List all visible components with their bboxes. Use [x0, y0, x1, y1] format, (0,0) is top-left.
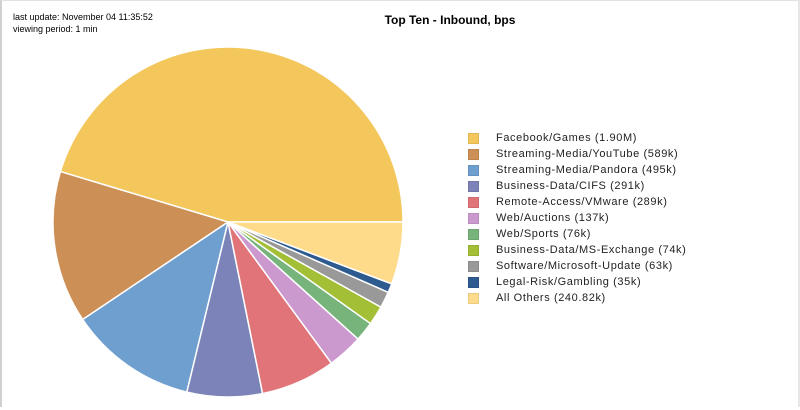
legend-item: Web/Sports (76k)	[468, 226, 686, 242]
legend-label: Software/Microsoft-Update (63k)	[496, 260, 673, 272]
chart-legend: Facebook/Games (1.90M) Streaming-Media/Yo…	[468, 130, 686, 306]
viewing-period-text: viewing period: 1 min	[13, 24, 98, 34]
legend-swatch	[468, 228, 479, 240]
legend-swatch	[468, 148, 479, 160]
legend-swatch	[468, 196, 479, 208]
legend-item: Legal-Risk/Gambling (35k)	[468, 274, 686, 290]
pie-slice-11[interactable]	[227, 221, 404, 285]
chart-title: Top Ten - Inbound, bps	[384, 13, 516, 27]
update-info: last update: November 04 11:35:52 viewin…	[13, 11, 153, 35]
pie-slice-2[interactable]	[52, 170, 229, 321]
legend-item: Remote-Access/VMware (289k)	[468, 194, 686, 210]
legend-swatch	[468, 132, 479, 144]
legend-swatch	[468, 212, 479, 224]
legend-item: Business-Data/MS-Exchange (74k)	[468, 242, 686, 258]
legend-item: Web/Auctions (137k)	[468, 210, 686, 226]
legend-item: Facebook/Games (1.90M)	[468, 130, 686, 146]
legend-label: Remote-Access/VMware (289k)	[496, 196, 668, 208]
legend-label: All Others (240.82k)	[496, 292, 606, 304]
legend-label: Streaming-Media/Pandora (495k)	[496, 164, 677, 176]
legend-item: Streaming-Media/YouTube (589k)	[468, 146, 686, 162]
legend-label: Web/Sports (76k)	[496, 228, 591, 240]
pie-slice-1[interactable]	[59, 46, 404, 223]
legend-label: Streaming-Media/YouTube (589k)	[496, 148, 679, 160]
legend-item: Streaming-Media/Pandora (495k)	[468, 162, 686, 178]
legend-swatch	[468, 180, 479, 192]
legend-label: Web/Auctions (137k)	[496, 212, 610, 224]
legend-swatch	[468, 292, 479, 304]
legend-swatch	[468, 276, 479, 288]
legend-item: All Others (240.82k)	[468, 290, 686, 306]
pie-slice-3[interactable]	[81, 221, 229, 393]
legend-label: Business-Data/CIFS (291k)	[496, 180, 645, 192]
legend-swatch	[468, 164, 479, 176]
legend-item: Software/Microsoft-Update (63k)	[468, 258, 686, 274]
legend-swatch	[468, 260, 479, 272]
legend-label: Facebook/Games (1.90M)	[496, 132, 637, 144]
legend-label: Business-Data/MS-Exchange (74k)	[496, 244, 687, 256]
legend-item: Business-Data/CIFS (291k)	[468, 178, 686, 194]
legend-swatch	[468, 244, 479, 256]
legend-label: Legal-Risk/Gambling (35k)	[496, 276, 642, 288]
last-update-text: last update: November 04 11:35:52	[13, 12, 153, 22]
